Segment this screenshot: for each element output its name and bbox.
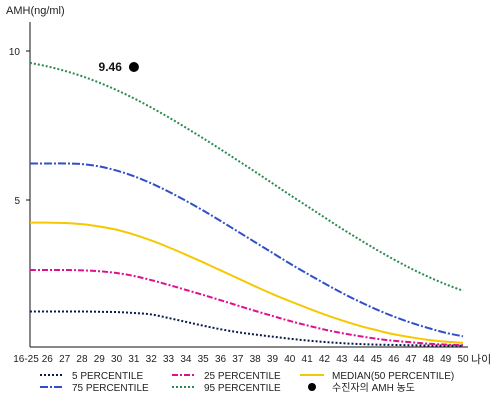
x-axis-title: 나이 (471, 353, 491, 366)
x-tick-label: 49 (440, 354, 452, 365)
x-tick-label: 31 (128, 354, 140, 365)
x-tick-label: 38 (250, 354, 262, 365)
x-tick-label: 46 (388, 354, 400, 365)
y-axis-title: AMH(ng/ml) (6, 5, 65, 17)
x-tick-label: 29 (94, 354, 106, 365)
x-tick-label: 28 (76, 354, 88, 365)
x-tick-label: 27 (59, 354, 71, 365)
amh-point-label: 9.46 (99, 60, 123, 74)
axes: 5 10 (9, 22, 468, 348)
series-line-2 (29, 221, 464, 344)
x-tick-label: 39 (267, 354, 279, 365)
series-line-4 (29, 61, 464, 292)
x-tick-label: 35 (198, 354, 210, 365)
x-tick-label: 32 (146, 354, 158, 365)
x-tick-label: 40 (284, 354, 296, 365)
x-tick-label: 41 (302, 354, 314, 365)
x-tick-label: 34 (180, 354, 192, 365)
series-line-3 (30, 162, 464, 338)
legend-label: 5 PERCENTILE (72, 371, 143, 382)
x-tick-label: 44 (354, 354, 366, 365)
x-tick-label: 36 (215, 354, 227, 365)
x-tick-label: 45 (371, 354, 383, 365)
legend-label: MEDIAN(50 PERCENTILE) (332, 371, 454, 382)
legend-label: 25 PERCENTILE (204, 371, 281, 382)
legend-point-label: 수진자의 AMH 농도 (332, 382, 415, 394)
x-tick-label: 30 (111, 354, 123, 365)
x-tick-label: 48 (423, 354, 435, 365)
highlight-points: 9.46 (99, 60, 139, 74)
series-line-0 (30, 310, 464, 347)
x-tick-label: 16-25 (13, 354, 39, 365)
legend-label: 75 PERCENTILE (72, 383, 149, 394)
series-line-1 (30, 269, 464, 347)
y-tick-label-10: 10 (9, 47, 21, 58)
y-tick-label-5: 5 (14, 196, 20, 207)
x-tick-label: 33 (163, 354, 175, 365)
series-lines (29, 61, 464, 347)
legend-point-marker (308, 383, 316, 391)
x-tick-label: 42 (319, 354, 331, 365)
x-tick-label: 26 (42, 354, 54, 365)
amh-point (128, 61, 139, 72)
x-tick-label: 43 (336, 354, 348, 365)
legend: 5 PERCENTILE 25 PERCENTILE MEDIAN(50 PERCE… (40, 371, 454, 394)
x-tick-labels: 16-25 26 27 28 29 30 31 32 33 34 35 36 37 38 39 40 41 42 4… (13, 354, 469, 365)
x-tick-label: 37 (232, 354, 244, 365)
x-tick-label: 50 (457, 354, 469, 365)
x-tick-label: 47 (405, 354, 417, 365)
legend-label: 95 PERCENTILE (204, 383, 281, 394)
